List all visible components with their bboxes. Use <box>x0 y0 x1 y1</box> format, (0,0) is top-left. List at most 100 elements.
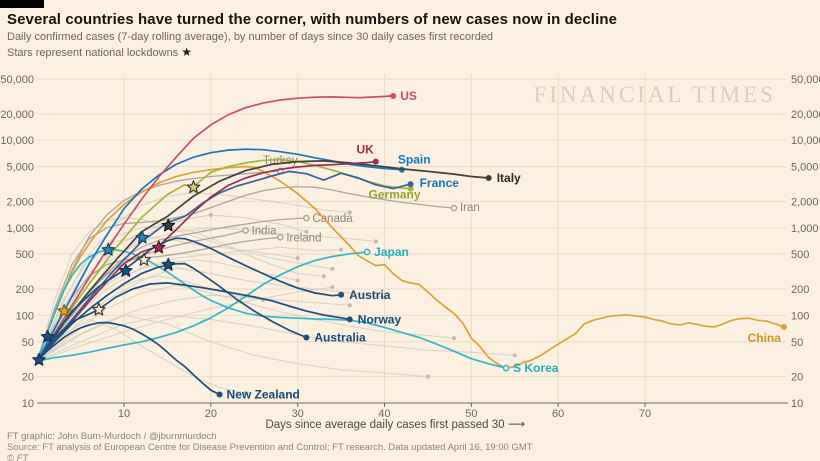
y-tick-label-left: 100 <box>16 310 34 322</box>
series-line-ireland <box>36 236 281 362</box>
background-line-endpoint <box>347 303 352 308</box>
background-line <box>36 314 428 378</box>
series-endpoint-china <box>780 323 787 330</box>
y-tick-label-left: 10 <box>22 398 34 410</box>
x-tick-label: 70 <box>639 408 651 420</box>
background-line-endpoint <box>321 274 326 279</box>
series-line-us <box>36 95 395 363</box>
series-label-canada: Canada <box>312 213 353 225</box>
background-line-endpoint <box>347 210 352 215</box>
series-endpoint-newzealand <box>216 391 223 398</box>
background-line-endpoint <box>339 247 344 252</box>
series-line-skorea <box>36 249 507 369</box>
series-label-uk: UK <box>356 143 374 157</box>
y-tick-label-right: 10 <box>791 398 803 410</box>
background-line <box>36 314 515 362</box>
footer-source: Source: FT analysis of European Centre f… <box>7 442 533 453</box>
background-line-endpoint <box>512 353 517 358</box>
background-line-endpoint <box>382 295 387 300</box>
y-tick-label-left: 50 <box>22 337 34 349</box>
series-line-japan <box>36 251 369 363</box>
footer-credit: FT graphic: John Burn-Murdoch / @jburnmu… <box>7 431 217 442</box>
background-line-endpoint <box>330 285 335 290</box>
y-tick-label-left: 10,000 <box>0 135 34 147</box>
lockdown-star-marker <box>186 180 201 194</box>
lockdown-star-marker <box>101 242 116 256</box>
background-line <box>36 192 350 362</box>
series-endpoint-germany <box>407 185 414 192</box>
background-line <box>36 246 342 362</box>
series-line-austria <box>36 237 342 363</box>
series-line-turkey <box>36 170 281 362</box>
lockdown-star-marker <box>152 240 166 254</box>
y-tick-label-right: 5,000 <box>791 162 819 174</box>
series-endpoint-ireland <box>276 233 284 241</box>
background-line-endpoint <box>295 278 300 283</box>
series-label-us: US <box>400 89 417 103</box>
background-line-endpoint <box>295 256 300 261</box>
series-label-iran: Iran <box>460 202 480 214</box>
background-line <box>36 294 350 362</box>
series-line-france <box>36 170 412 363</box>
y-tick-label-right: 200 <box>791 284 809 296</box>
series-label-japan: Japan <box>374 245 409 259</box>
series-label-germany: Germany <box>369 188 421 202</box>
series-label-spain: Spain <box>398 153 431 167</box>
y-tick-label-right: 20,000 <box>791 109 820 121</box>
y-tick-label-right: 50 <box>791 337 803 349</box>
y-tick-label-right: 20 <box>791 372 803 384</box>
background-line-endpoint <box>243 391 248 396</box>
page-title: Several countries have turned the corner… <box>7 11 618 28</box>
y-tick-label-left: 500 <box>16 249 34 261</box>
background-line-endpoint <box>330 266 335 271</box>
background-line-endpoint <box>425 374 430 379</box>
series-endpoint-australia <box>303 334 310 341</box>
x-tick-label: 20 <box>205 408 217 420</box>
arrow-right-icon: ⟶ <box>508 417 525 431</box>
series-endpoint-us <box>390 92 397 99</box>
series-line-australia <box>36 262 308 363</box>
lockdown-star-marker <box>92 302 106 316</box>
lockdown-note-text: Stars represent national lockdowns <box>7 47 179 59</box>
series-label-france: France <box>420 176 460 190</box>
series-label-australia: Australia <box>314 330 366 344</box>
lockdown-star-marker <box>135 230 149 244</box>
x-axis-title: Days since average daily cases first pas… <box>265 419 504 431</box>
series-label-china: China <box>748 331 782 345</box>
lockdown-star-marker <box>40 329 55 343</box>
series-endpoint-uk <box>372 158 379 165</box>
series-endpoint-japan <box>363 248 371 256</box>
x-tick-label: 30 <box>292 408 304 420</box>
lockdown-star-marker <box>161 257 176 271</box>
series-endpoint-india <box>242 227 249 234</box>
lockdown-star-marker <box>137 252 151 266</box>
lockdown-star-marker <box>32 352 46 366</box>
lockdown-star-marker <box>57 304 71 317</box>
chart-subtitle: Daily confirmed cases (7-day rolling ave… <box>7 31 494 43</box>
background-line <box>36 318 246 394</box>
y-tick-label-right: 100 <box>791 310 809 322</box>
series-line-china <box>36 165 785 369</box>
background-line-endpoint <box>451 336 456 341</box>
x-tick-label: 10 <box>118 408 130 420</box>
background-line-endpoint <box>373 239 378 244</box>
chart-footer: FT graphic: John Burn-Murdoch / @jburnmu… <box>7 431 533 461</box>
series-endpoint-iran <box>450 204 458 212</box>
series-label-newzealand: New Zealand <box>227 388 300 402</box>
series-label-italy: Italy <box>497 171 521 185</box>
y-tick-label-right: 2,000 <box>791 196 819 208</box>
series-label-ireland: Ireland <box>286 232 321 244</box>
background-line <box>36 284 455 362</box>
lockdown-note: Stars represent national lockdowns ★ <box>7 45 192 59</box>
ft-brand-bar <box>0 0 44 8</box>
y-tick-label-left: 20,000 <box>0 109 34 121</box>
y-tick-label-left: 2,000 <box>6 196 34 208</box>
x-tick-label: 60 <box>552 408 564 420</box>
series-line-uk <box>36 160 377 363</box>
series-endpoint-canada <box>303 214 310 222</box>
footer-copyright: © FT <box>7 453 29 461</box>
series-label-norway: Norway <box>358 312 402 326</box>
x-tick-label: 50 <box>465 408 477 420</box>
series-endpoint-norway <box>346 316 353 323</box>
